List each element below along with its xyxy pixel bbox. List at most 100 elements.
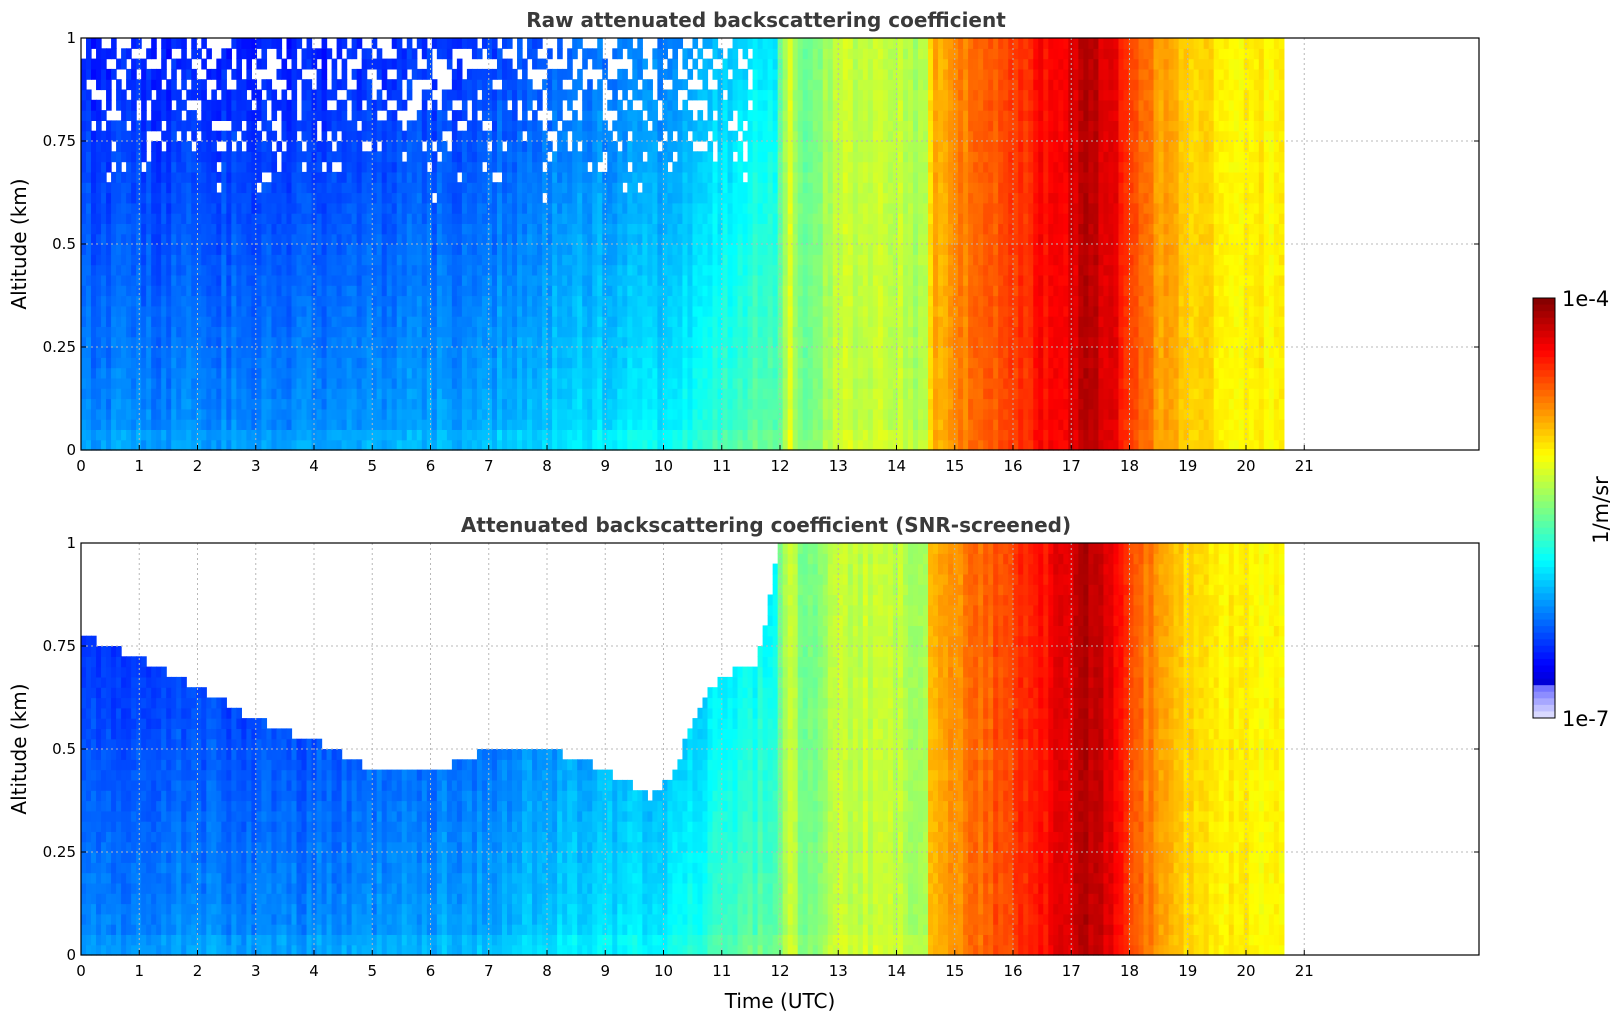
heatmap-cell <box>246 120 252 131</box>
heatmap-cell <box>492 110 498 121</box>
heatmap-cell <box>758 368 764 379</box>
heatmap-cell <box>472 172 478 183</box>
heatmap-cell <box>457 38 463 49</box>
heatmap-cell <box>281 429 287 440</box>
heatmap-cell <box>141 419 147 430</box>
heatmap-cell <box>347 244 353 255</box>
heatmap-cell <box>161 388 167 399</box>
heatmap-cell <box>171 357 177 368</box>
heatmap-cell <box>687 368 693 379</box>
heatmap-cell <box>337 275 343 286</box>
heatmap-cell <box>201 347 207 358</box>
heatmap-cell <box>111 347 117 358</box>
heatmap-cell <box>412 316 418 327</box>
heatmap-cell <box>317 213 323 224</box>
heatmap-cell <box>537 141 543 152</box>
heatmap-cell <box>557 285 563 296</box>
heatmap-cell <box>713 337 719 348</box>
heatmap-cell <box>597 254 603 265</box>
heatmap-cell <box>622 79 628 90</box>
heatmap-cell <box>507 203 513 214</box>
heatmap-cell <box>281 254 287 265</box>
heatmap-cell <box>422 100 428 111</box>
heatmap-cell <box>141 337 147 348</box>
heatmap-cell <box>642 131 648 142</box>
heatmap-cell <box>657 244 663 255</box>
heatmap-cell <box>702 378 708 389</box>
heatmap-cell <box>407 409 413 420</box>
heatmap-cell <box>276 285 282 296</box>
heatmap-cell <box>121 90 127 101</box>
heatmap-cell <box>697 419 703 430</box>
heatmap-cell <box>322 368 328 379</box>
heatmap-cell <box>718 110 724 121</box>
heatmap-cell <box>382 193 388 204</box>
heatmap-cell <box>91 141 97 152</box>
heatmap-cell <box>472 120 478 131</box>
heatmap-cell <box>547 182 553 193</box>
heatmap-cell <box>131 120 137 131</box>
heatmap-cell <box>191 48 197 59</box>
heatmap-cell <box>592 162 598 173</box>
heatmap-cell <box>377 48 383 59</box>
heatmap-cell <box>507 265 513 276</box>
heatmap-cell <box>713 131 719 142</box>
heatmap-cell <box>637 244 643 255</box>
heatmap-cell <box>522 265 528 276</box>
heatmap-cell <box>537 234 543 245</box>
heatmap-cell <box>497 357 503 368</box>
heatmap-cell <box>392 275 398 286</box>
heatmap-cell <box>667 244 673 255</box>
heatmap-cell <box>387 306 393 317</box>
heatmap-cell <box>352 440 358 451</box>
heatmap-cell <box>647 223 653 234</box>
heatmap-cell <box>562 337 568 348</box>
heatmap-cell <box>432 275 438 286</box>
heatmap-cell <box>261 347 267 358</box>
heatmap-cell <box>437 326 443 337</box>
heatmap-cell <box>327 419 333 430</box>
heatmap-cell <box>642 326 648 337</box>
heatmap-cell <box>276 48 282 59</box>
heatmap-cell <box>302 59 308 70</box>
heatmap-cell <box>452 90 458 101</box>
heatmap-cell <box>442 38 448 49</box>
heatmap-cell <box>156 275 162 286</box>
heatmap-cell <box>482 151 488 162</box>
heatmap-cell <box>91 131 97 142</box>
heatmap-cell <box>682 193 688 204</box>
heatmap-cell <box>166 120 172 131</box>
heatmap-cell <box>487 172 493 183</box>
heatmap-cell <box>116 347 122 358</box>
heatmap-cell <box>186 429 192 440</box>
heatmap-cell <box>502 275 508 286</box>
heatmap-cell <box>171 151 177 162</box>
heatmap-cell <box>317 388 323 399</box>
heatmap-cell <box>677 151 683 162</box>
heatmap-cell <box>692 162 698 173</box>
heatmap-cell <box>652 141 658 152</box>
heatmap-cell <box>697 368 703 379</box>
heatmap-cell <box>176 182 182 193</box>
heatmap-cell <box>86 306 92 317</box>
heatmap-cell <box>342 388 348 399</box>
heatmap-cell <box>647 409 653 420</box>
heatmap-cell <box>427 306 433 317</box>
heatmap-cell <box>417 162 423 173</box>
heatmap-cell <box>502 90 508 101</box>
heatmap-cell <box>437 131 443 142</box>
heatmap-cell <box>322 110 328 121</box>
heatmap-cell <box>497 388 503 399</box>
heatmap-cell <box>126 316 132 327</box>
heatmap-cell <box>587 244 593 255</box>
heatmap-cell <box>266 440 272 451</box>
heatmap-cell <box>467 357 473 368</box>
heatmap-cell <box>121 203 127 214</box>
heatmap-cell <box>281 285 287 296</box>
heatmap-cell <box>447 357 453 368</box>
heatmap-cell <box>507 90 513 101</box>
heatmap-cell <box>733 172 739 183</box>
heatmap-cell <box>191 151 197 162</box>
heatmap-cell <box>221 172 227 183</box>
heatmap-cell <box>357 440 363 451</box>
